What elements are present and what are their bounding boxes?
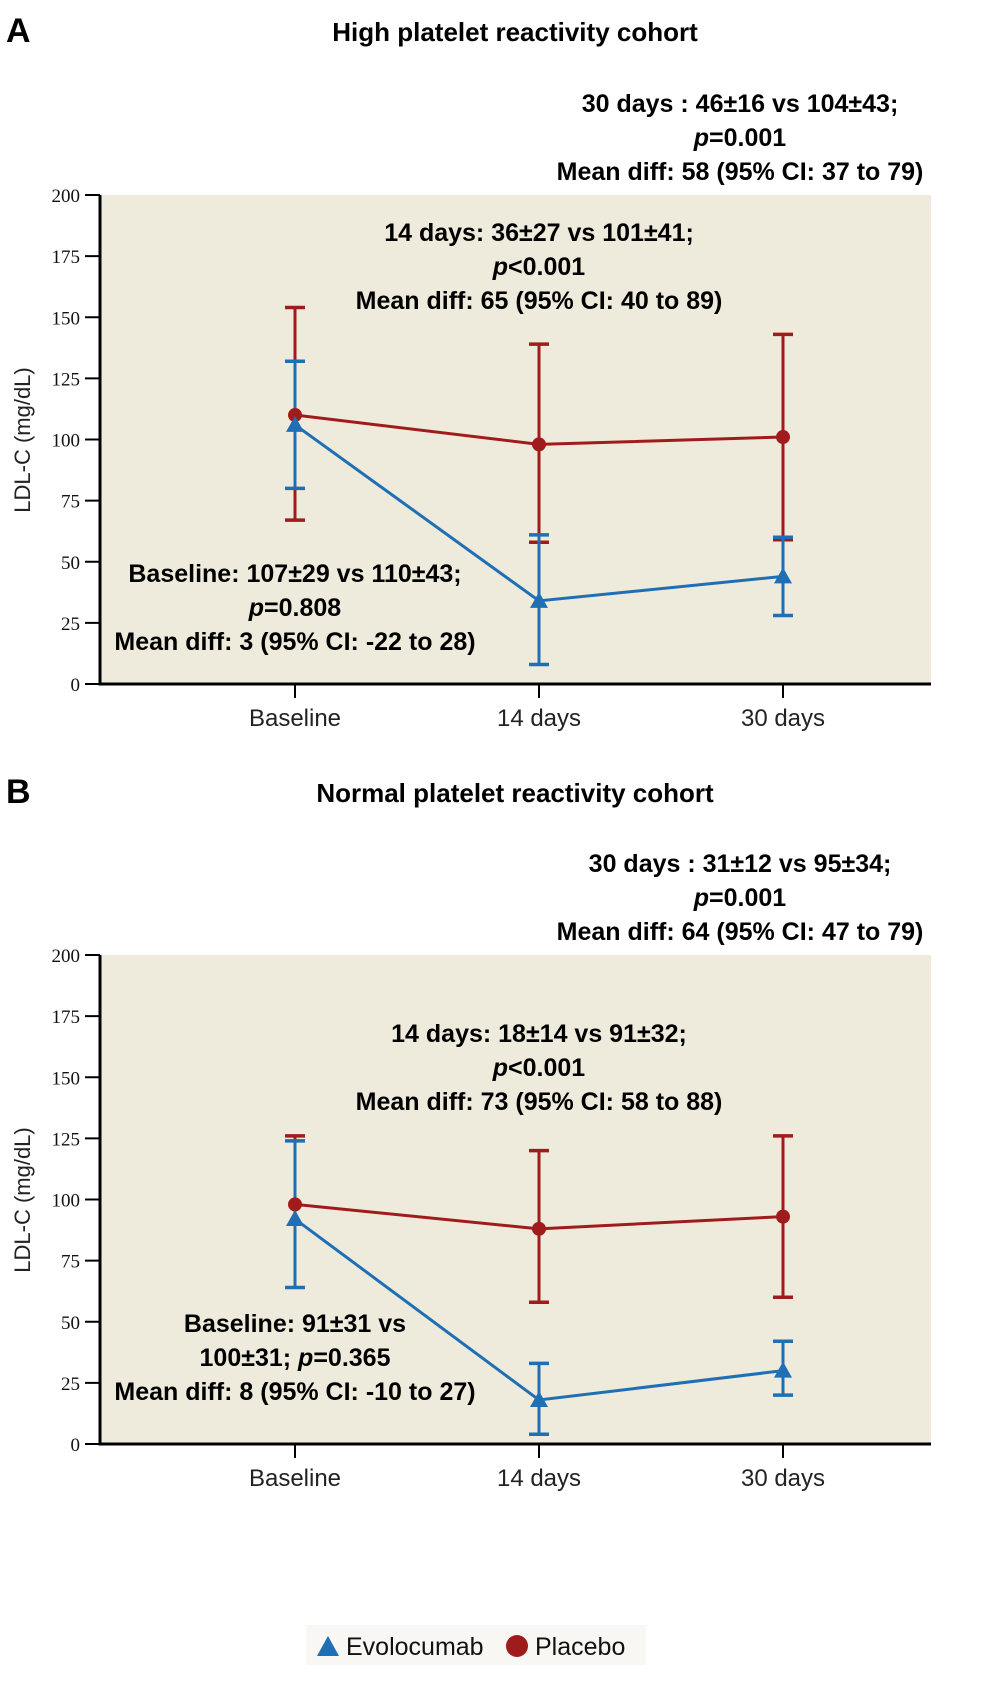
placebo-circle-icon — [506, 1635, 528, 1657]
annotation-baseline-line2: 100±31; p=0.365 — [200, 1344, 391, 1372]
x-tick-label: 30 days — [741, 1465, 825, 1492]
legend: Evolocumab Placebo — [306, 1625, 646, 1665]
annotation-30d-line3: Mean diff: 58 (95% CI: 37 to 79) — [557, 158, 924, 186]
y-tick-label: 50 — [61, 1313, 80, 1334]
annotation-30d-line2: p=0.001 — [693, 884, 787, 912]
placebo-point-circle — [776, 430, 790, 445]
x-tick-label: 30 days — [741, 705, 825, 732]
evolocumab-point-triangle — [530, 1390, 548, 1407]
plot-area — [100, 195, 931, 684]
y-tick-label: 100 — [52, 1191, 81, 1212]
y-tick-label: 25 — [61, 614, 80, 635]
evolocumab-point-triangle — [286, 415, 304, 432]
x-tick-label: Baseline — [249, 1465, 341, 1492]
annotation-14d-line1: 14 days: 36±27 vs 101±41; — [384, 219, 694, 247]
annotation-14d-line3: Mean diff: 65 (95% CI: 40 to 89) — [356, 287, 723, 315]
placebo-point-circle — [288, 1197, 302, 1212]
y-tick-label: 100 — [52, 431, 81, 452]
annotation-30d-line1: 30 days : 46±16 vs 104±43; — [582, 90, 899, 118]
y-tick-label: 150 — [52, 308, 81, 329]
y-tick-label: 150 — [52, 1068, 81, 1089]
y-tick-label: 75 — [61, 1252, 80, 1273]
annotation-30d-line3: Mean diff: 64 (95% CI: 47 to 79) — [557, 918, 924, 946]
y-tick-label: 0 — [71, 1435, 81, 1456]
y-axis-label: LDL-C (mg/dL) — [10, 1127, 35, 1272]
x-tick-label: Baseline — [249, 705, 341, 732]
y-tick-label: 0 — [71, 675, 81, 696]
annotation-14d-line3: Mean diff: 73 (95% CI: 58 to 88) — [356, 1088, 723, 1116]
y-tick-label: 200 — [52, 186, 81, 207]
panel-letter: A — [6, 12, 31, 50]
y-tick-label: 125 — [52, 369, 81, 390]
annotation-14d-line2: p<0.001 — [492, 253, 586, 281]
y-tick-label: 25 — [61, 1374, 80, 1395]
evolocumab-point-triangle — [286, 1210, 304, 1227]
annotation-baseline-line3: Mean diff: 3 (95% CI: -22 to 28) — [114, 628, 475, 656]
y-tick-label: 175 — [52, 1007, 81, 1028]
placebo-point-circle — [288, 408, 302, 423]
y-tick-label: 175 — [52, 247, 81, 268]
y-tick-label: 125 — [52, 1129, 81, 1150]
x-tick-label: 14 days — [497, 1465, 581, 1492]
panel-b: B Normal platelet reactivity cohort 30 d… — [6, 773, 931, 1492]
evolocumab-point-triangle — [530, 591, 548, 608]
y-tick-label: 75 — [61, 492, 80, 513]
plot-area — [100, 955, 931, 1444]
annotation-baseline-line3: Mean diff: 8 (95% CI: -10 to 27) — [114, 1378, 475, 1406]
panel-letter: B — [6, 773, 31, 811]
y-axis-label: LDL-C (mg/dL) — [10, 367, 35, 512]
annotation-14d-line1: 14 days: 18±14 vs 91±32; — [391, 1020, 687, 1048]
y-tick-label: 50 — [61, 553, 80, 574]
y-tick-label: 200 — [52, 946, 81, 967]
evolocumab-point-triangle — [774, 567, 792, 584]
legend-background — [306, 1625, 646, 1665]
annotation-30d-line1: 30 days : 31±12 vs 95±34; — [589, 850, 892, 878]
annotation-baseline-line1: Baseline: 91±31 vs — [184, 1310, 406, 1338]
evolocumab-triangle-icon — [317, 1636, 339, 1656]
annotation-baseline-line2: p=0.808 — [248, 594, 342, 622]
placebo-point-circle — [532, 1221, 546, 1236]
chart-title: High platelet reactivity cohort — [332, 17, 698, 47]
legend-label-placebo: Placebo — [535, 1633, 625, 1661]
annotation-30d-line2: p=0.001 — [693, 124, 787, 152]
x-tick-label: 14 days — [497, 705, 581, 732]
placebo-point-circle — [776, 1209, 790, 1224]
placebo-point-circle — [532, 437, 546, 452]
panel-a: A High platelet reactivity cohort 30 day… — [6, 12, 931, 732]
legend-label-evolocumab: Evolocumab — [346, 1633, 484, 1661]
annotation-14d-line2: p<0.001 — [492, 1054, 586, 1082]
evolocumab-point-triangle — [774, 1361, 792, 1378]
chart-title: Normal platelet reactivity cohort — [316, 778, 714, 808]
annotation-baseline-line1: Baseline: 107±29 vs 110±43; — [128, 560, 461, 588]
